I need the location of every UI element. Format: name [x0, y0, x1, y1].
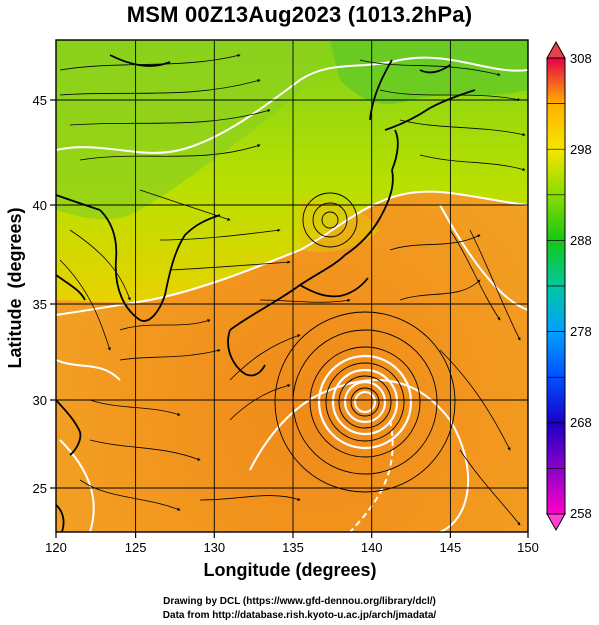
credit-drawing: Drawing by DCL (https://www.gfd-dennou.o…: [163, 596, 436, 607]
x-tick-label: 125: [125, 540, 147, 555]
colorbar-label: 258: [570, 506, 592, 521]
x-tick-label: 120: [45, 540, 67, 555]
x-tick-label: 135: [282, 540, 304, 555]
y-tick-label: 45: [33, 93, 47, 108]
colorbar-label: 268: [570, 415, 592, 430]
colorbar-label: 298: [570, 142, 592, 157]
credit-data: Data from http://database.rish.kyoto-u.a…: [162, 610, 437, 621]
x-tick-label: 130: [203, 540, 225, 555]
y-axis-label: Latitude (degrees): [5, 207, 25, 368]
y-tick-label: 25: [33, 481, 47, 496]
plot-frame: [55, 39, 529, 533]
colorbar-max-arrow: [546, 40, 566, 59]
colorbar-label: 308: [570, 51, 592, 66]
x-ticks: [55, 532, 529, 538]
y-tick-label: 35: [33, 297, 47, 312]
grid: [56, 40, 528, 532]
colorbar: 308 298 288 278 268 258: [546, 40, 592, 532]
y-tick-label: 30: [33, 393, 47, 408]
map-plot-area: [56, 40, 528, 532]
low-swirl: [302, 192, 358, 248]
y-ticks: [50, 99, 56, 489]
x-tick-label: 150: [517, 540, 539, 555]
x-tick-label: 140: [361, 540, 383, 555]
colorbar-label: 288: [570, 233, 592, 248]
colorbar-label: 278: [570, 324, 592, 339]
continent-region: [56, 40, 330, 220]
x-axis-label: Longitude (degrees): [203, 560, 377, 580]
typhoon-swirl: [317, 354, 413, 450]
page-title: MSM 00Z13Aug2023 (1013.2hPa): [126, 2, 473, 27]
typhoon-streamlines: [274, 311, 456, 493]
y-tick-label: 40: [33, 198, 47, 213]
x-tick-label: 145: [440, 540, 462, 555]
colorbar-min-arrow: [546, 513, 566, 532]
